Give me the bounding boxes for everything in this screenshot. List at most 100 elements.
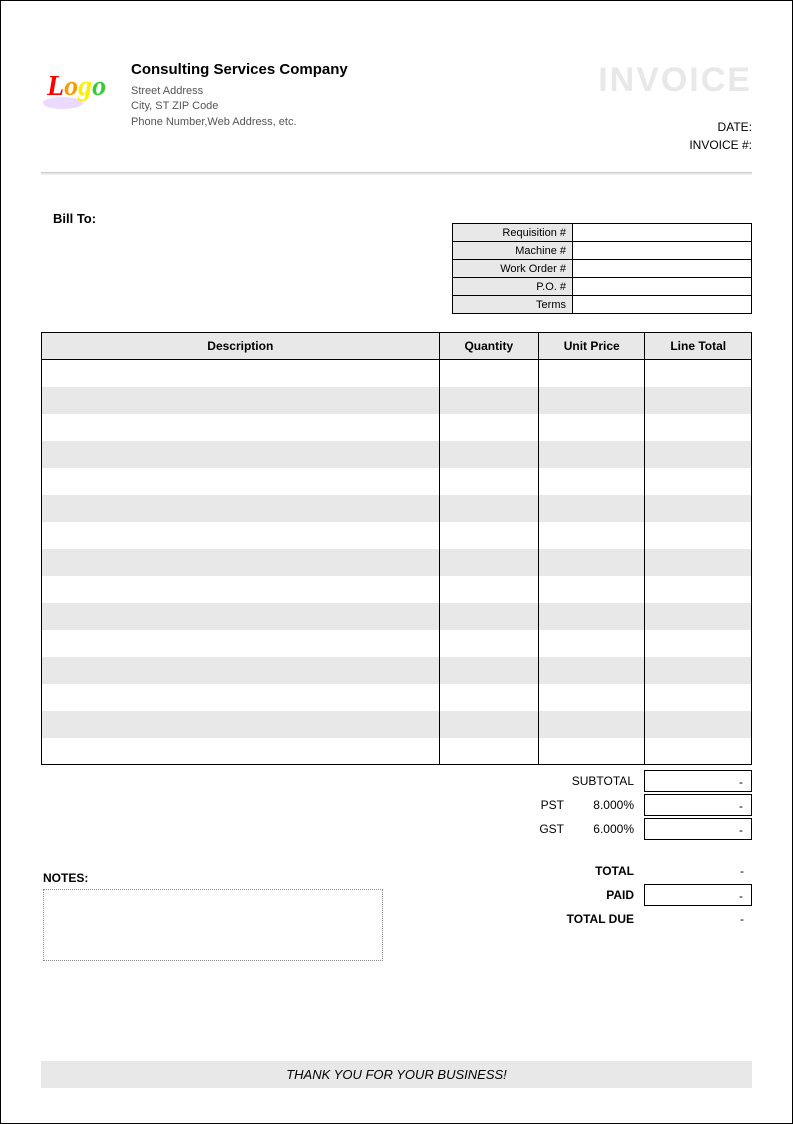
table-row (42, 549, 752, 576)
table-cell (538, 738, 645, 765)
table-cell (538, 630, 645, 657)
total-label: TOTAL (524, 864, 644, 878)
notes-block: NOTES: (43, 871, 383, 961)
table-row (42, 360, 752, 387)
table-cell (439, 414, 538, 441)
table-cell (42, 738, 440, 765)
requisition-table: Requisition # Machine # Work Order # P.O… (452, 223, 752, 314)
req-label: Terms (453, 296, 573, 314)
gst-label: GST (454, 822, 574, 836)
header-left: Logo Consulting Services Company Street … (41, 61, 348, 130)
table-cell (538, 387, 645, 414)
summary-subtotal: SUBTOTAL - (41, 769, 752, 793)
req-value (573, 296, 752, 314)
svg-text:Logo: Logo (46, 71, 106, 102)
table-cell (42, 360, 440, 387)
table-cell (645, 657, 752, 684)
table-cell (645, 360, 752, 387)
req-label: Requisition # (453, 224, 573, 242)
notes-box (43, 889, 383, 961)
table-cell (42, 414, 440, 441)
thankyou-banner: THANK YOU FOR YOUR BUSINESS! (41, 1061, 752, 1088)
header-right: INVOICE DATE: INVOICE #: (598, 61, 752, 154)
table-cell (439, 684, 538, 711)
table-row (42, 603, 752, 630)
table-row: Work Order # (453, 260, 752, 278)
table-cell (439, 360, 538, 387)
table-cell (645, 522, 752, 549)
table-row: Machine # (453, 242, 752, 260)
notes-label: NOTES: (43, 871, 383, 885)
table-cell (645, 387, 752, 414)
logo-icon: Logo (41, 61, 121, 121)
req-value (573, 224, 752, 242)
invoice-number-label: INVOICE #: (598, 136, 752, 154)
pst-value: - (644, 794, 752, 816)
company-address: Street Address City, ST ZIP Code Phone N… (131, 84, 348, 130)
gst-rate: 6.000% (574, 822, 644, 836)
table-row (42, 738, 752, 765)
req-label: Machine # (453, 242, 573, 260)
date-label: DATE: (598, 118, 752, 136)
table-row (42, 630, 752, 657)
table-cell (645, 468, 752, 495)
table-row (42, 495, 752, 522)
items-table: Description Quantity Unit Price Line Tot… (41, 332, 752, 765)
table-cell (645, 630, 752, 657)
company-city: City, ST ZIP Code (131, 99, 348, 114)
header: Logo Consulting Services Company Street … (41, 61, 752, 154)
table-cell (645, 495, 752, 522)
table-cell (42, 576, 440, 603)
table-cell (538, 576, 645, 603)
table-cell (645, 441, 752, 468)
table-row (42, 711, 752, 738)
table-cell (538, 603, 645, 630)
table-cell (439, 657, 538, 684)
table-cell (42, 387, 440, 414)
table-cell (645, 711, 752, 738)
table-cell (645, 684, 752, 711)
table-cell (42, 711, 440, 738)
col-quantity: Quantity (439, 333, 538, 360)
table-cell (42, 441, 440, 468)
table-cell (42, 684, 440, 711)
subtotal-label: SUBTOTAL (524, 774, 644, 788)
invoice-meta: DATE: INVOICE #: (598, 118, 752, 154)
billto-left: Bill To: (41, 211, 96, 314)
table-row: Terms (453, 296, 752, 314)
table-cell (538, 360, 645, 387)
req-label: Work Order # (453, 260, 573, 278)
table-cell (538, 522, 645, 549)
table-cell (538, 684, 645, 711)
table-cell (42, 603, 440, 630)
col-description: Description (42, 333, 440, 360)
requisition-block: Requisition # Machine # Work Order # P.O… (452, 211, 752, 314)
table-cell (439, 495, 538, 522)
billto-label: Bill To: (41, 211, 96, 226)
table-cell (538, 657, 645, 684)
company-block: Consulting Services Company Street Addre… (131, 61, 348, 130)
table-cell (439, 738, 538, 765)
table-row (42, 576, 752, 603)
billto-section: Bill To: Requisition # Machine # Work Or… (41, 211, 752, 314)
summary-gap (41, 841, 752, 859)
summary-pst: PST 8.000% - (41, 793, 752, 817)
req-value (573, 260, 752, 278)
company-street: Street Address (131, 84, 348, 99)
table-cell (42, 495, 440, 522)
table-row: P.O. # (453, 278, 752, 296)
header-divider (41, 172, 752, 175)
pst-rate: 8.000% (574, 798, 644, 812)
table-cell (645, 576, 752, 603)
gst-value: - (644, 818, 752, 840)
table-row (42, 657, 752, 684)
total-due-value: - (644, 908, 752, 930)
table-cell (42, 549, 440, 576)
table-cell (439, 441, 538, 468)
req-label: P.O. # (453, 278, 573, 296)
paid-label: PAID (524, 888, 644, 902)
table-cell (42, 522, 440, 549)
table-cell (439, 711, 538, 738)
table-cell (645, 549, 752, 576)
summary-gst: GST 6.000% - (41, 817, 752, 841)
